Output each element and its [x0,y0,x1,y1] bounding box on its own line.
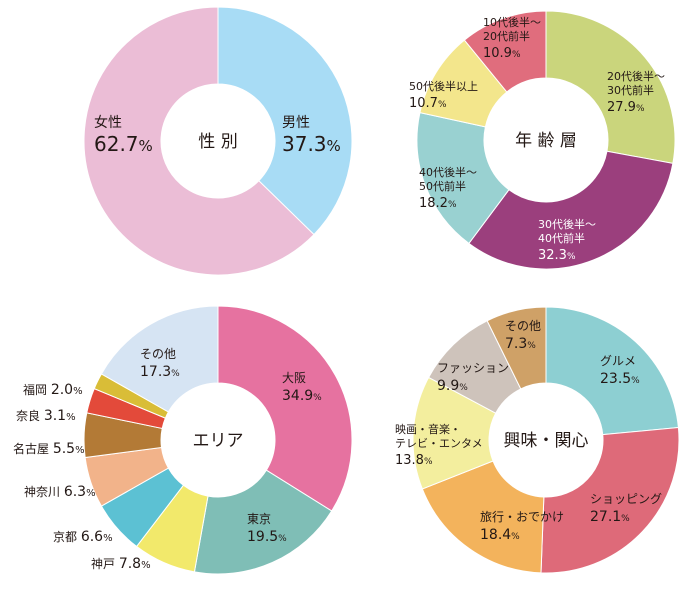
slice-label-1-2: 40代後半～ 50代前半 18.2% [419,165,477,211]
center-label-1: 年 齢 層 [515,131,577,151]
slice-label-2-7: 福岡 2.0% [23,382,83,398]
donut-slice-3-5 [486,306,547,390]
center-label-0: 性 別 [198,132,237,152]
donut-slice-3-2 [421,460,545,574]
donut-slice-1-2 [416,112,510,245]
donut-chart-2: エリア 大阪 34.9% 東京 19.5% 神戸 7.8% 京都 6.6% 神奈川 6.3% 名… [13,305,353,575]
donut-chart-1: 年 齢 層 20代後半～ 30代前半 27.9% 30代後半～ 40代前半 32.3% 40代… [409,10,676,270]
slice-label-0-0: 男性 37.3% [282,115,341,156]
donut-slice-1-0 [545,10,676,164]
donut-slice-3-0 [545,306,679,436]
slice-label-2-8: その他 17.3% [140,347,180,380]
donut-slice-2-1 [193,469,333,575]
slice-label-1-1: 30代後半～ 40代前半 32.3% [538,217,596,263]
slice-label-3-2: 旅行・おでかけ 18.4% [480,510,564,543]
donut-slice-0-1 [83,6,315,276]
slice-label-3-4: ファッション 9.9% [437,361,509,394]
slice-label-1-3: 50代後半以上 10.7% [409,79,478,111]
slice-label-3-5: その他 7.3% [505,319,541,352]
center-label-3: 興味・関心 [504,431,589,451]
slice-label-3-3: 映画・音楽・テレビ・エンタメ 13.8% [395,422,483,468]
donut-slice-1-1 [468,150,674,270]
slice-label-1-4: 10代後半～ 20代前半 10.9% [483,15,541,61]
donut-chart-0: 性 別 男性 37.3% 女性 62.7% [83,6,353,276]
donut-slice-1-4 [463,10,547,93]
donut-slice-2-0 [217,305,353,512]
slice-label-2-6: 奈良 3.1% [16,408,76,424]
slice-label-3-0: グルメ 23.5% [600,354,640,387]
slice-label-0-1: 女性 62.7% [94,114,153,156]
donut-slice-0-0 [217,6,353,236]
donut-slice-2-8 [100,305,219,413]
donut-chart-3: 興味・関心 グルメ 23.5% ショッピング 27.1% 旅行・おでかけ 18.4% 映画・音… [395,306,680,574]
slice-label-2-1: 東京 19.5% [247,512,287,545]
slice-label-1-0: 20代後半～ 30代前半 27.9% [607,69,665,115]
center-label-2: エリア [193,431,244,451]
slice-label-2-5: 名古屋 5.5% [13,441,85,457]
slice-label-3-1: ショッピング 27.1% [590,492,662,525]
slice-label-2-4: 神奈川 6.3% [24,484,96,500]
donut-slice-3-1 [540,426,680,574]
slice-label-2-2: 神戸 7.8% [91,556,151,572]
slice-label-2-0: 大阪 34.9% [282,371,322,404]
slice-label-2-3: 京都 6.6% [53,529,113,545]
